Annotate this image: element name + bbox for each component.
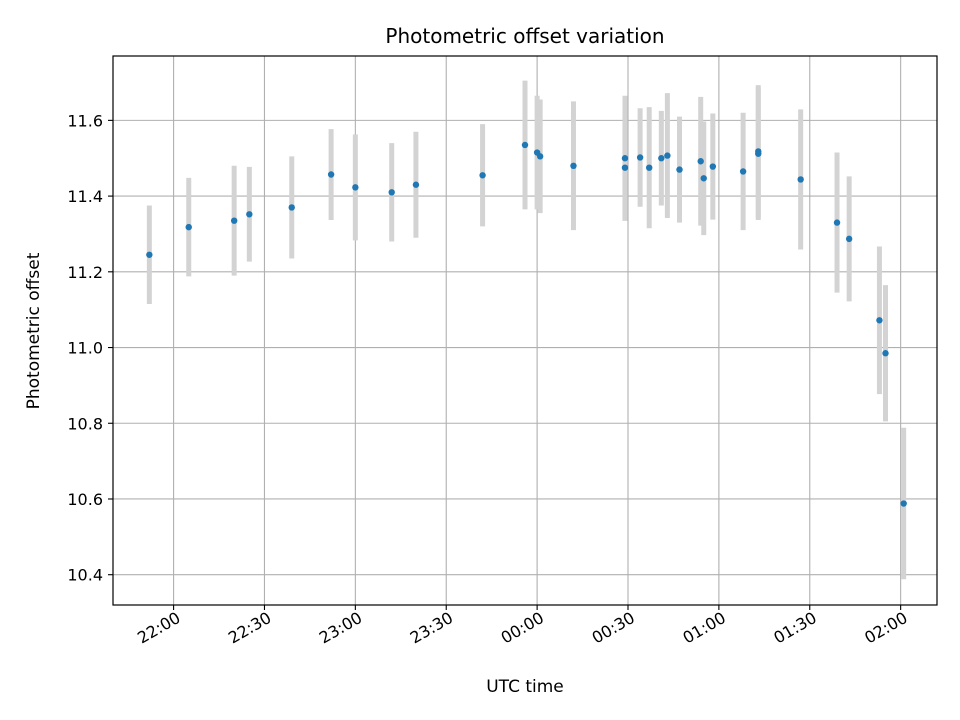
- plot-frame: [112, 55, 938, 606]
- data-point: [230, 217, 238, 224]
- data-point: [636, 154, 644, 161]
- data-point: [739, 168, 747, 175]
- data-point: [676, 166, 683, 173]
- x-tick-label: 01:00: [679, 608, 728, 648]
- data-point: [755, 150, 762, 157]
- chart-title: Photometric offset variation: [385, 24, 664, 48]
- y-tick-label: 11.2: [67, 263, 103, 282]
- y-tick-label: 11.4: [67, 187, 103, 206]
- data-point: [352, 184, 359, 191]
- grid: [113, 56, 937, 605]
- data-point: [570, 162, 577, 169]
- data-point: [621, 164, 629, 171]
- data-point: [664, 152, 671, 159]
- y-axis-label: Photometric offset: [24, 252, 44, 409]
- y-tick-label: 10.4: [67, 566, 103, 585]
- x-axis-label: UTC time: [486, 677, 564, 697]
- y-tick-label: 10.8: [67, 414, 103, 433]
- data-point: [388, 189, 395, 196]
- data-point: [658, 155, 665, 162]
- x-tick-label: 01:30: [770, 608, 819, 648]
- x-tick-label: 02:00: [861, 608, 910, 648]
- data-point: [709, 163, 717, 170]
- x-tick-label: 23:30: [407, 608, 456, 648]
- data-point: [412, 181, 420, 188]
- errorbars: [146, 80, 907, 580]
- data-point: [621, 155, 629, 162]
- y-tick-label: 10.6: [67, 490, 103, 509]
- data-point: [797, 176, 804, 183]
- x-axis: 22:00 22:30 23:00 23:30 00:00 00:30 01:00 01:30…: [134, 605, 911, 648]
- data-point: [185, 223, 192, 231]
- data-point: [327, 171, 335, 178]
- data-point: [646, 164, 653, 171]
- data-point: [700, 175, 707, 182]
- x-tick-label: 00:30: [589, 608, 638, 648]
- data-point: [833, 219, 841, 226]
- data-point: [246, 211, 253, 218]
- x-tick-label: 22:30: [225, 608, 274, 648]
- x-tick-label: 22:00: [134, 608, 183, 648]
- data-point: [536, 153, 544, 160]
- data-point: [697, 158, 704, 165]
- x-tick-label: 00:00: [498, 608, 547, 648]
- data-point: [521, 141, 529, 149]
- data-point: [288, 204, 295, 211]
- y-axis: 10.4 10.6 10.8 11.0 11.2 11.4 11.6: [67, 111, 113, 585]
- data-point: [876, 317, 883, 324]
- y-tick-label: 11.0: [67, 339, 103, 358]
- y-tick-label: 11.6: [67, 111, 103, 130]
- x-tick-label: 23:00: [316, 608, 365, 648]
- data-point: [146, 251, 153, 258]
- data-point: [845, 235, 853, 243]
- data-points: [146, 141, 907, 507]
- data-point: [900, 500, 907, 507]
- data-point: [479, 172, 486, 179]
- data-point: [882, 350, 889, 357]
